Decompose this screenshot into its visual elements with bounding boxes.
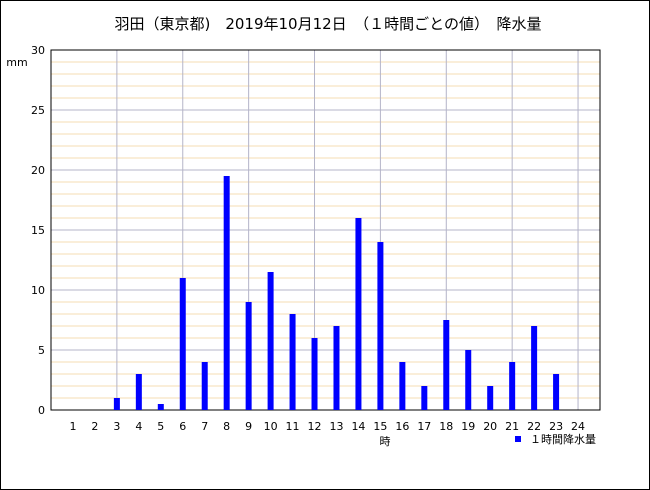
x-tick-label: 9 bbox=[245, 420, 252, 433]
x-tick-label: 6 bbox=[179, 420, 186, 433]
x-tick-label: 12 bbox=[308, 420, 322, 433]
bars-layer bbox=[113, 176, 560, 410]
data-bar bbox=[377, 242, 384, 410]
y-tick-label: 10 bbox=[31, 284, 45, 297]
y-tick-label: 15 bbox=[31, 224, 45, 237]
data-bar bbox=[245, 302, 252, 410]
x-tick-label: 17 bbox=[417, 420, 431, 433]
y-tick-label: 0 bbox=[38, 404, 45, 417]
x-tick-label: 18 bbox=[439, 420, 453, 433]
x-tick-label: 7 bbox=[201, 420, 208, 433]
data-bar bbox=[465, 350, 472, 410]
data-bar bbox=[157, 404, 164, 410]
data-bar bbox=[267, 272, 274, 410]
x-tick-label: 23 bbox=[549, 420, 563, 433]
y-tick-label: 20 bbox=[31, 164, 45, 177]
data-bar bbox=[135, 374, 142, 410]
x-tick-label: 20 bbox=[483, 420, 497, 433]
data-bar bbox=[333, 326, 340, 410]
data-bar bbox=[355, 218, 362, 410]
x-tick-label: 24 bbox=[571, 420, 585, 433]
x-tick-label: 2 bbox=[91, 420, 98, 433]
data-bar bbox=[113, 398, 120, 410]
plot-border bbox=[50, 49, 601, 411]
data-bar bbox=[553, 374, 560, 410]
legend-swatch bbox=[515, 436, 521, 442]
y-tick-labels: 0 5 10 15 20 25 30 bbox=[31, 44, 45, 417]
data-bar bbox=[531, 326, 538, 410]
x-tick-label: 21 bbox=[505, 420, 519, 433]
x-tick-label: 11 bbox=[286, 420, 300, 433]
x-tick-label: 5 bbox=[157, 420, 164, 433]
x-tick-label: 13 bbox=[329, 420, 343, 433]
x-tick-label: 1 bbox=[69, 420, 76, 433]
data-bar bbox=[311, 338, 318, 410]
chart-title: 羽田（東京都) 2019年10月12日 （１時間ごとの値） 降水量 bbox=[114, 15, 541, 33]
data-bar bbox=[421, 386, 428, 410]
data-bar bbox=[509, 362, 516, 410]
x-tick-label: 22 bbox=[527, 420, 541, 433]
y-axis-unit-label: mm bbox=[6, 56, 27, 69]
y-tick-label: 30 bbox=[31, 44, 45, 57]
x-tick-label: 8 bbox=[223, 420, 230, 433]
x-axis-unit-label: 時 bbox=[380, 435, 391, 448]
data-bar bbox=[443, 320, 450, 410]
x-tick-label: 16 bbox=[395, 420, 409, 433]
data-bar bbox=[289, 314, 296, 410]
data-bar bbox=[179, 278, 186, 410]
x-tick-label: 4 bbox=[135, 420, 142, 433]
x-tick-label: 19 bbox=[461, 420, 475, 433]
data-bar bbox=[223, 176, 230, 410]
x-tick-label: 10 bbox=[264, 420, 278, 433]
data-bar bbox=[201, 362, 208, 410]
x-tick-label: 14 bbox=[351, 420, 365, 433]
data-bar bbox=[487, 386, 494, 410]
y-tick-label: 5 bbox=[38, 344, 45, 357]
x-tick-label: 15 bbox=[373, 420, 387, 433]
grid-layer bbox=[50, 49, 601, 411]
x-tick-labels: 1 2 3 4 5 6 7 8 9 10 11 12 13 14 15 16 17 18 19 20 21 22 23 24 bbox=[69, 420, 585, 433]
legend-label: １時間降水量 bbox=[530, 432, 596, 446]
y-tick-label: 25 bbox=[31, 104, 45, 117]
data-bar bbox=[399, 362, 406, 410]
x-tick-label: 3 bbox=[113, 420, 120, 433]
